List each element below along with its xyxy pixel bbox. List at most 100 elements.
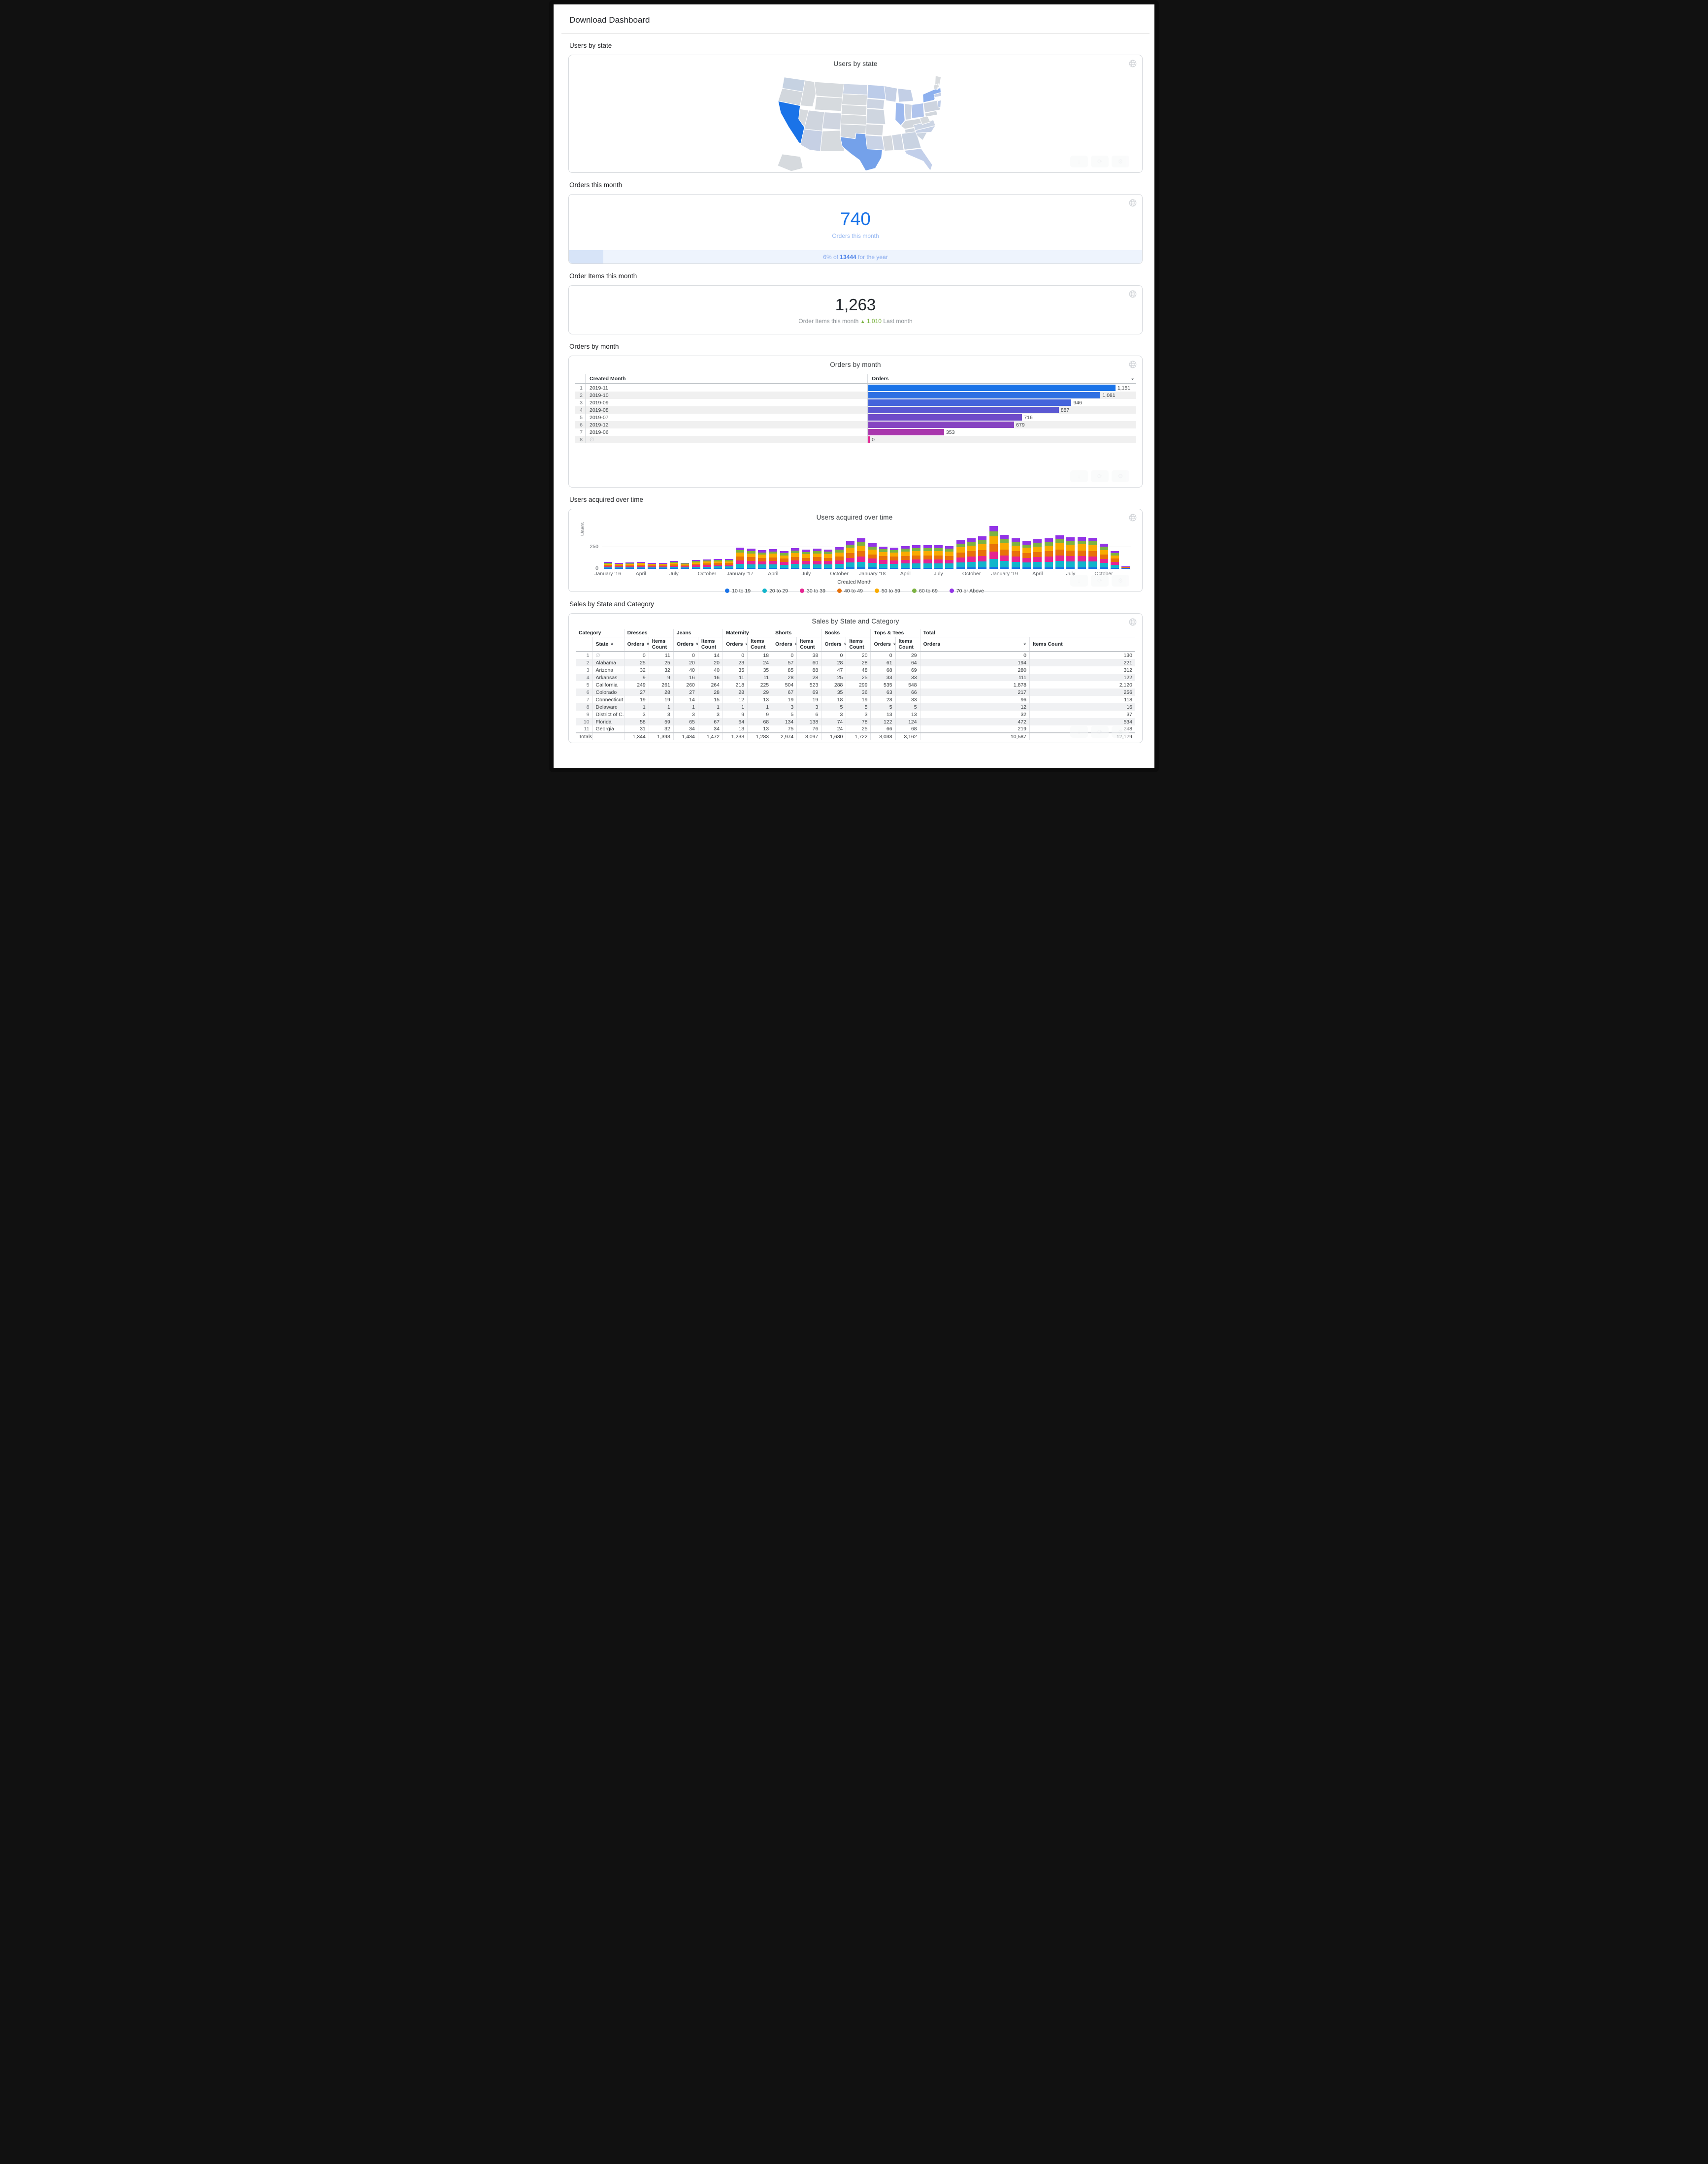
- legend-item[interactable]: 20 to 29: [762, 588, 788, 594]
- bar-segment[interactable]: [791, 560, 800, 564]
- bar-segment[interactable]: [835, 557, 844, 560]
- bar-segment[interactable]: [636, 563, 645, 565]
- bar-segment[interactable]: [879, 559, 888, 564]
- bar-segment[interactable]: [1110, 564, 1119, 568]
- bar-segment[interactable]: [669, 564, 678, 566]
- bar-segment[interactable]: [802, 561, 811, 565]
- stacked-bar[interactable]: [757, 550, 766, 569]
- bar-segment[interactable]: [724, 561, 733, 563]
- bar-segment[interactable]: [1000, 549, 1009, 556]
- bar-segment[interactable]: [1055, 555, 1064, 561]
- legend-item[interactable]: 10 to 19: [725, 588, 751, 594]
- bar-segment[interactable]: [802, 550, 811, 552]
- bar-segment[interactable]: [648, 566, 657, 568]
- bar-segment[interactable]: [1011, 561, 1020, 567]
- bar-segment[interactable]: [769, 568, 778, 569]
- bar-segment[interactable]: [978, 550, 987, 556]
- bar-segment[interactable]: [989, 526, 998, 531]
- bar-segment[interactable]: [691, 565, 700, 567]
- stacked-bar[interactable]: [868, 543, 877, 569]
- bar-segment[interactable]: [813, 548, 821, 551]
- bar-segment[interactable]: [1077, 550, 1086, 556]
- bar-segment[interactable]: [824, 552, 833, 555]
- bar-segment[interactable]: [967, 561, 976, 567]
- bar-segment[interactable]: [868, 546, 877, 550]
- items-count-header[interactable]: Items Count: [895, 637, 920, 652]
- bar-segment[interactable]: [1033, 543, 1042, 547]
- bar-segment[interactable]: [846, 541, 854, 545]
- bar-segment[interactable]: [769, 554, 778, 558]
- bar-segment[interactable]: [802, 552, 811, 555]
- bar-segment[interactable]: [1121, 568, 1130, 569]
- bar-segment[interactable]: [824, 561, 833, 564]
- bar-segment[interactable]: [945, 559, 954, 564]
- bar-segment[interactable]: [724, 560, 733, 561]
- stacked-bar[interactable]: [879, 546, 888, 569]
- download-button[interactable]: ↓: [1070, 726, 1088, 738]
- bar-segment[interactable]: [1011, 557, 1020, 562]
- bar-segment[interactable]: [1099, 563, 1108, 568]
- bar-segment[interactable]: [769, 549, 778, 552]
- bar-segment[interactable]: [736, 550, 745, 553]
- stacked-bar[interactable]: [780, 551, 788, 569]
- bar-segment[interactable]: [1011, 545, 1020, 552]
- stacked-bar[interactable]: [802, 550, 811, 569]
- bar-segment[interactable]: [802, 568, 811, 569]
- bar-segment[interactable]: [681, 568, 690, 569]
- map-settings-button[interactable]: ⚙: [1112, 156, 1129, 167]
- bar-segment[interactable]: [879, 556, 888, 560]
- bar-segment[interactable]: [615, 566, 624, 568]
- bar-segment[interactable]: [669, 565, 678, 567]
- bar-segment[interactable]: [747, 548, 755, 551]
- bar-segment[interactable]: [603, 563, 612, 565]
- stacked-bar[interactable]: [901, 546, 910, 569]
- bar-segment[interactable]: [879, 563, 888, 568]
- bar-segment[interactable]: [1088, 551, 1097, 557]
- bar-segment[interactable]: [1033, 557, 1042, 562]
- bar-segment[interactable]: [1044, 557, 1053, 562]
- bar-segment[interactable]: [603, 567, 612, 569]
- bar-segment[interactable]: [1088, 561, 1097, 567]
- bar-segment[interactable]: [956, 547, 965, 553]
- bar-segment[interactable]: [824, 554, 833, 558]
- orders-bar[interactable]: [868, 422, 1015, 428]
- bar-segment[interactable]: [1044, 561, 1053, 567]
- bar-segment[interactable]: [978, 540, 987, 544]
- chart-controls[interactable]: ↓ ⟳ ⚙: [1070, 470, 1129, 482]
- bar-segment[interactable]: [648, 568, 657, 569]
- bar-segment[interactable]: [967, 545, 976, 552]
- bar-segment[interactable]: [846, 567, 854, 569]
- bar-segment[interactable]: [636, 566, 645, 567]
- bar-segment[interactable]: [1099, 550, 1108, 555]
- bar-segment[interactable]: [1022, 557, 1031, 563]
- bar-segment[interactable]: [923, 548, 932, 551]
- stacked-bar[interactable]: [636, 561, 645, 569]
- stacked-bar[interactable]: [769, 549, 778, 569]
- bar-segment[interactable]: [846, 557, 854, 563]
- bar-segment[interactable]: [1099, 547, 1108, 550]
- bar-segment[interactable]: [956, 567, 965, 569]
- stacked-bar[interactable]: [615, 563, 624, 569]
- orders-sort-header[interactable]: Orders∨: [722, 637, 748, 652]
- stacked-bar[interactable]: [736, 547, 745, 569]
- legend-item[interactable]: 50 to 59: [874, 588, 900, 594]
- chart-controls[interactable]: ↓ ⟳ ⚙: [1070, 726, 1129, 738]
- bar-segment[interactable]: [691, 560, 700, 561]
- bar-segment[interactable]: [978, 536, 987, 540]
- bar-segment[interactable]: [846, 562, 854, 568]
- bar-segment[interactable]: [736, 557, 745, 560]
- bar-segment[interactable]: [989, 544, 998, 552]
- bar-segment[interactable]: [1099, 567, 1108, 569]
- bar-segment[interactable]: [736, 564, 745, 568]
- bar-segment[interactable]: [857, 567, 866, 569]
- bar-segment[interactable]: [879, 552, 888, 557]
- sort-chevron-icon[interactable]: ∨: [1131, 376, 1134, 381]
- refresh-button[interactable]: ⟳: [1091, 470, 1109, 482]
- bar-segment[interactable]: [703, 568, 712, 569]
- bar-segment[interactable]: [1088, 545, 1097, 551]
- bar-segment[interactable]: [846, 553, 854, 558]
- bar-segment[interactable]: [813, 553, 821, 557]
- bar-segment[interactable]: [658, 565, 667, 567]
- stacked-bar-chart[interactable]: Users 250 0: [580, 522, 1131, 571]
- orders-bar[interactable]: [868, 392, 1101, 398]
